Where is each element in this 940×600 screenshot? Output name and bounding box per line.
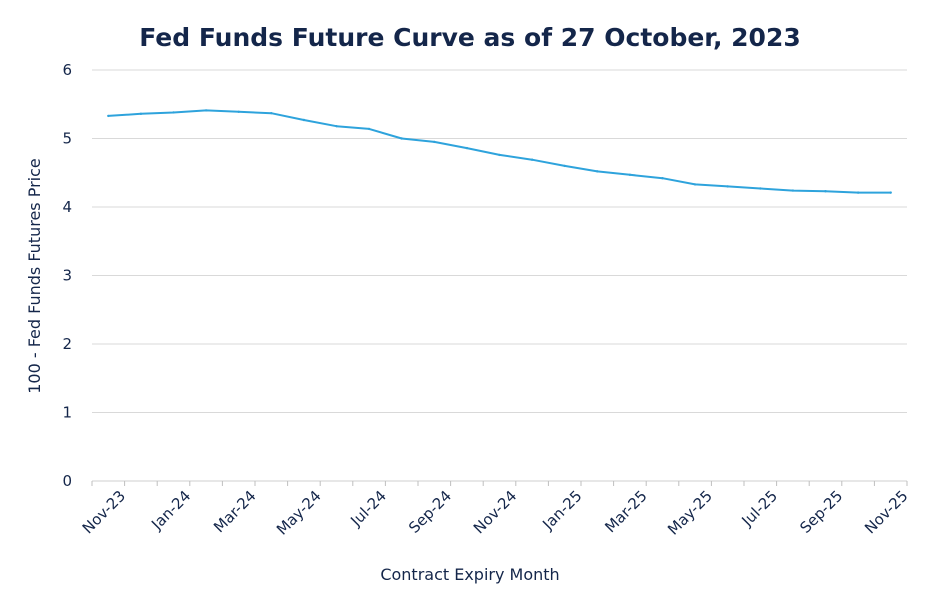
x-axis-title: Contract Expiry Month [380,565,559,584]
data-point [856,191,860,194]
data-point [661,177,664,180]
x-tick-label: Sep-25 [796,487,846,537]
y-axis: 0 1 2 3 4 5 6 [62,61,72,490]
x-tick-label: Jul-25 [738,487,782,531]
data-point [367,127,371,131]
x-tick-label: Nov-24 [470,487,520,537]
chart-title: Fed Funds Future Curve as of 27 October,… [139,23,801,52]
data-point [824,190,827,193]
x-tick-label: Jan-24 [147,487,194,534]
y-tick-label: 0 [62,472,72,490]
data-point [465,146,469,150]
x-axis: Nov-23 Jan-24 Mar-24 May-24 Jul-24 Sep-24 Nov-… [79,480,912,539]
data-point [530,158,534,161]
y-tick-label: 6 [62,61,72,79]
data-point [628,173,632,177]
x-tick-label: May-24 [273,487,325,539]
data-point [139,112,143,116]
y-tick-label: 3 [62,267,72,285]
data-point [433,140,436,144]
series-line-0 [108,109,891,194]
data-point [107,114,110,118]
data-point [172,111,175,114]
y-tick-label: 1 [62,404,72,422]
y-axis-title: 100 - Fed Funds Futures Price [25,158,44,394]
data-point [302,118,306,122]
y-tick-label: 5 [62,130,72,148]
data-point [204,109,208,112]
x-tick-label: Mar-24 [210,487,259,536]
x-tick-label: Jan-25 [538,487,585,534]
data-point [791,189,795,192]
data-point [726,185,729,188]
data-point [400,137,403,140]
plot-area [107,109,892,194]
x-tick-label: May-25 [664,487,716,539]
x-tick-label: Jul-24 [346,487,390,531]
data-point [270,111,273,115]
data-point [693,183,697,186]
x-tick-label: Nov-23 [79,487,129,537]
data-point [237,110,240,113]
data-point [335,124,338,128]
data-point [889,191,892,194]
data-point [563,164,566,168]
grid-lines [92,69,907,413]
x-tick-label: Mar-25 [601,487,650,536]
y-tick-label: 4 [62,198,72,216]
y-tick-label: 2 [62,335,72,353]
data-point [498,153,501,157]
x-tick-label: Nov-25 [861,487,911,537]
data-point [759,187,762,190]
x-tick-label: Sep-24 [405,487,455,537]
data-point [596,170,599,173]
